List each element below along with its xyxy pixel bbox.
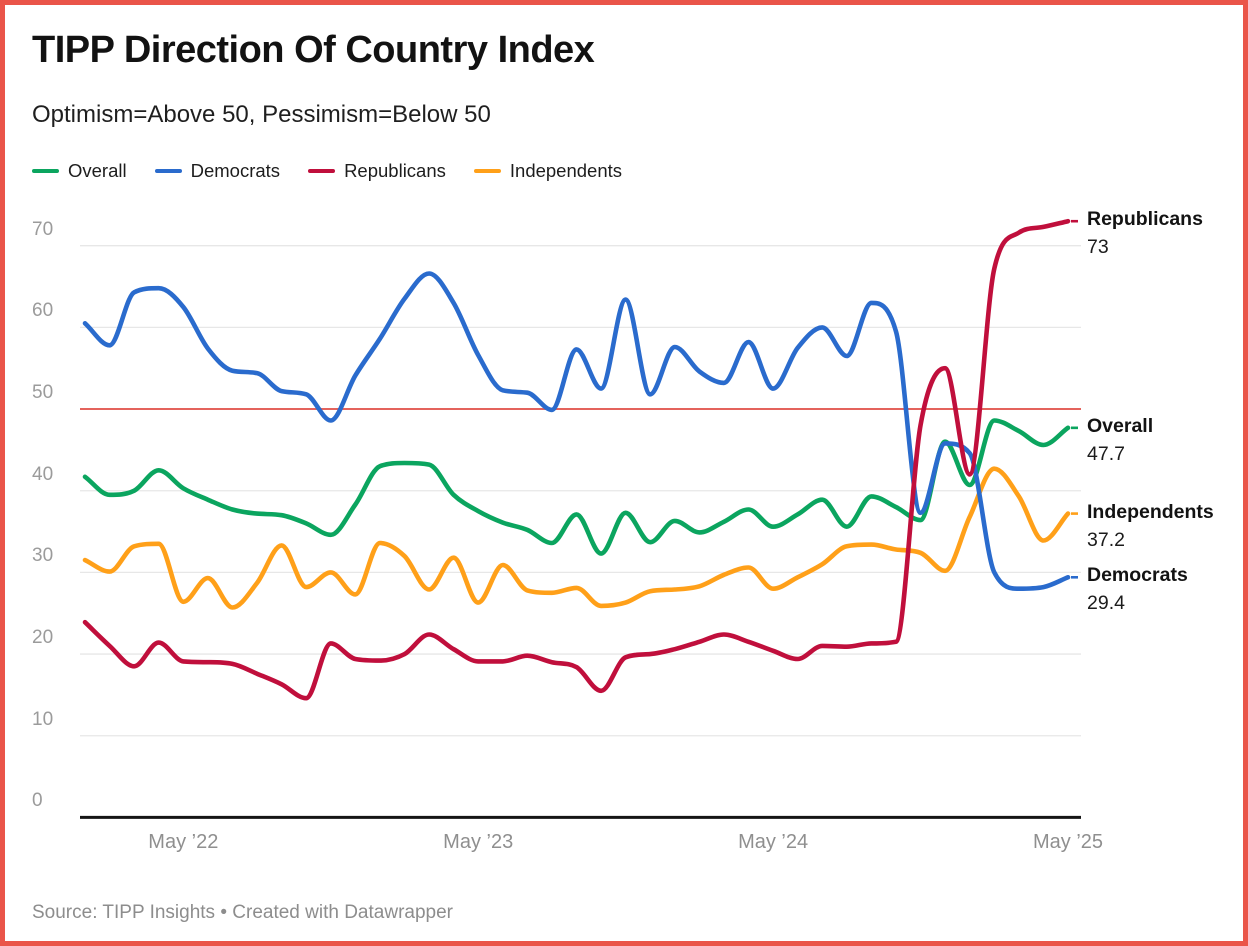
y-tick-label-30: 30 (32, 545, 54, 567)
legend-line-swatch-democrats (154, 169, 182, 173)
series-line-republicans[interactable] (82, 218, 1071, 701)
series-end-label-independents: Independents 37.2 (1087, 498, 1214, 554)
end-label-value-republicans: 73 (1087, 236, 1109, 259)
x-tick-label-2: May ’23 (443, 831, 514, 853)
chart-title: TIPP Direction Of Country Index (32, 29, 595, 71)
y-tick-label-20: 20 (32, 627, 54, 649)
y-tick-label-50: 50 (32, 382, 54, 404)
y-tick-label-60: 60 (32, 300, 54, 322)
end-label-name-independents: Independents (1087, 500, 1214, 523)
legend-line-swatch-independents (473, 169, 501, 173)
legend-item-republicans: Republicans (308, 160, 446, 182)
end-label-name-republicans: Republicans (1087, 208, 1203, 231)
series-end-label-republicans: Republicans 73 (1087, 205, 1203, 261)
legend-line-swatch-overall (32, 169, 59, 173)
end-label-name-democrats: Democrats (1087, 564, 1188, 587)
legend-label-overall: Overall (68, 160, 127, 181)
source-credit: Source: TIPP Insights • Created with Dat… (32, 902, 453, 923)
end-label-value-democrats: 29.4 (1087, 592, 1125, 615)
x-tick-label-4: May ’25 (1032, 831, 1104, 853)
series-end-label-overall: Overall 47.7 (1087, 412, 1153, 468)
legend-line-swatch-republicans (308, 169, 336, 173)
end-label-value-independents: 37.2 (1087, 528, 1125, 551)
legend-item-democrats: Democrats (154, 160, 281, 182)
y-tick-label-40: 40 (32, 463, 54, 485)
legend-item-overall: Overall (32, 160, 127, 182)
series-end-label-democrats: Democrats 29.4 (1087, 561, 1188, 617)
legend-label-independents: Independents (509, 160, 623, 181)
x-tick-label-3: May ’24 (738, 831, 809, 853)
end-label-name-overall: Overall (1087, 414, 1154, 437)
y-tick-label-10: 10 (32, 708, 54, 730)
y-tick-label-70: 70 (32, 218, 54, 240)
chart-legend: Overall Democrats Republicans Independents (32, 160, 622, 182)
y-tick-label-0: 0 (32, 790, 43, 812)
chart-subtitle: Optimism=Above 50, Pessimism=Below 50 (32, 101, 491, 128)
legend-item-independents: Independents (473, 160, 623, 182)
legend-label-republicans: Republicans (344, 160, 446, 181)
series-line-overall[interactable] (82, 418, 1071, 556)
series-line-independents[interactable] (82, 466, 1071, 610)
end-label-value-overall: 47.7 (1087, 442, 1125, 465)
line-chart-plot-area[interactable] (5, 5, 1248, 946)
x-tick-label-1: May ’22 (148, 831, 219, 853)
legend-label-democrats: Democrats (190, 160, 281, 181)
